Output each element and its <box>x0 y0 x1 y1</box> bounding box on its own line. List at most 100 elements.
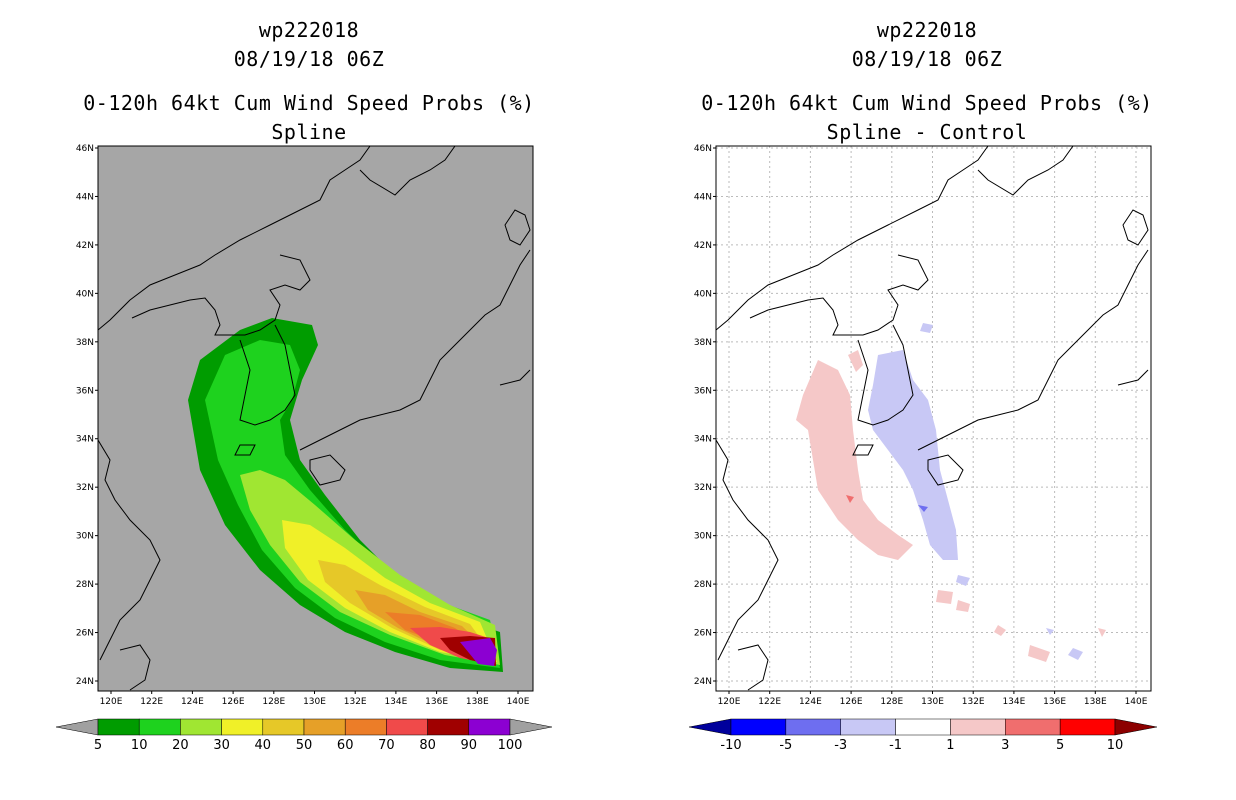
lon-label: 138E <box>1084 697 1107 707</box>
lon-label: 122E <box>140 697 163 707</box>
datetime: 08/19/18 06Z <box>851 47 1003 71</box>
probability-swath <box>188 318 503 672</box>
colorbar-label: 20 <box>172 738 189 753</box>
coastlines <box>98 146 531 691</box>
lon-label: 122E <box>758 697 781 707</box>
colorbar-swatch <box>344 718 387 736</box>
storm-id: wp222018 <box>876 18 978 42</box>
lat-label: 40N <box>694 289 712 299</box>
lon-label: 140E <box>1125 697 1148 707</box>
lat-label: 46N <box>76 144 94 154</box>
colorbar-label: -1 <box>889 738 902 753</box>
positive-diff-area <box>994 625 1006 636</box>
colorbar-label: -5 <box>779 738 792 753</box>
positive-diff-area <box>1028 645 1050 662</box>
lat-label: 44N <box>76 192 94 202</box>
colorbar-label: 10 <box>1107 738 1124 753</box>
lat-label: 24N <box>694 677 712 687</box>
colorbar-label: -10 <box>720 738 741 753</box>
colorbar: -10 -5 -3 -1 1 3 5 10 <box>688 718 1158 753</box>
panel-subtitle: Spline <box>271 120 347 144</box>
lat-label: 34N <box>694 435 712 445</box>
lon-label: 124E <box>181 697 204 707</box>
positive-diff-area <box>956 600 970 612</box>
colorbar-label: 60 <box>337 738 354 753</box>
colorbar-swatch <box>262 718 305 736</box>
coastlines <box>716 146 1149 691</box>
colorbar-swatch <box>895 718 951 736</box>
positive-diff-area <box>1098 628 1106 637</box>
colorbar-swatch <box>1059 718 1116 736</box>
lon-label: 130E <box>303 697 326 707</box>
colorbar-under-arrow <box>688 718 732 736</box>
colorbar-swatch <box>386 718 428 736</box>
lat-label: 38N <box>694 338 712 348</box>
colorbar-label: 80 <box>419 738 436 753</box>
colorbar-label: 1 <box>946 738 954 753</box>
left-panel: wp222018 08/19/18 06Z 0-120h 64kt Cum Wi… <box>55 18 553 753</box>
map-frame <box>97 145 534 692</box>
lon-label: 128E <box>262 697 285 707</box>
lon-label: 126E <box>840 697 863 707</box>
axis-ticks: 46N 44N 42N 40N 38N 36N 34N 32N 30N 28N 26N 24N 120E… <box>76 144 530 707</box>
colorbar-label: 100 <box>498 738 523 753</box>
lat-label: 34N <box>76 435 94 445</box>
lat-label: 40N <box>76 289 94 299</box>
colorbar-swatch <box>303 718 346 736</box>
colorbar-swatch <box>97 718 140 736</box>
lat-label: 38N <box>76 338 94 348</box>
colorbar-label: 50 <box>296 738 313 753</box>
lat-label: 42N <box>76 241 94 251</box>
colorbar-under-arrow <box>55 718 99 736</box>
prob-band-10 <box>205 340 500 668</box>
colorbar-swatch <box>221 718 264 736</box>
lat-label: 26N <box>694 629 712 639</box>
lat-label: 26N <box>76 629 94 639</box>
colorbar-swatch <box>427 718 470 736</box>
negative-diff-core <box>918 505 928 512</box>
gridlines <box>716 146 1151 691</box>
probability-map: 46N 44N 42N 40N 38N 36N 34N 32N 30N 28N 26N 24N 120E… <box>55 144 553 753</box>
colorbar-over-arrow <box>1114 718 1158 736</box>
prob-band-90 <box>460 638 497 666</box>
lat-label: 28N <box>694 580 712 590</box>
negative-diff-area <box>1068 648 1083 660</box>
difference-map: 46N 44N 42N 40N 38N 36N 34N 32N 30N 28N 26N 24N 120E… <box>688 144 1158 753</box>
lon-label: 126E <box>222 697 245 707</box>
lon-label: 132E <box>344 697 367 707</box>
lat-label: 44N <box>694 192 712 202</box>
lon-label: 138E <box>466 697 489 707</box>
colorbar-label: 30 <box>213 738 230 753</box>
colorbar-swatch <box>840 718 896 736</box>
right-panel: wp222018 08/19/18 06Z 0-120h 64kt Cum Wi… <box>618 0 1236 800</box>
negative-diff-area <box>956 575 970 586</box>
lon-label: 124E <box>799 697 822 707</box>
positive-diff-area <box>848 350 863 372</box>
product-title: 0-120h 64kt Cum Wind Speed Probs (%) <box>701 91 1153 115</box>
colorbar-label: 40 <box>255 738 272 753</box>
positive-diff-core <box>846 495 854 503</box>
datetime: 08/19/18 06Z <box>233 47 385 71</box>
lat-label: 24N <box>76 677 94 687</box>
colorbar-swatch <box>138 718 181 736</box>
lon-label: 120E <box>718 697 741 707</box>
colorbar-label: 5 <box>1056 738 1064 753</box>
lon-label: 130E <box>921 697 944 707</box>
colorbar-label: 10 <box>131 738 148 753</box>
lon-label: 134E <box>384 697 407 707</box>
colorbar-label: 90 <box>461 738 478 753</box>
lat-label: 36N <box>76 386 94 396</box>
product-title: 0-120h 64kt Cum Wind Speed Probs (%) <box>83 91 535 115</box>
colorbar-swatch <box>468 718 511 736</box>
lat-label: 36N <box>694 386 712 396</box>
colorbar-swatch <box>180 718 222 736</box>
lon-label: 120E <box>100 697 123 707</box>
lat-label: 32N <box>76 483 94 493</box>
negative-diff-area <box>920 323 933 333</box>
colorbar-label: 5 <box>94 738 102 753</box>
lon-label: 140E <box>507 697 530 707</box>
positive-diff-area <box>796 360 913 560</box>
colorbar-swatch <box>785 718 841 736</box>
axis-ticks: 46N 44N 42N 40N 38N 36N 34N 32N 30N 28N 26N 24N 120E… <box>694 144 1148 707</box>
lon-label: 136E <box>425 697 448 707</box>
